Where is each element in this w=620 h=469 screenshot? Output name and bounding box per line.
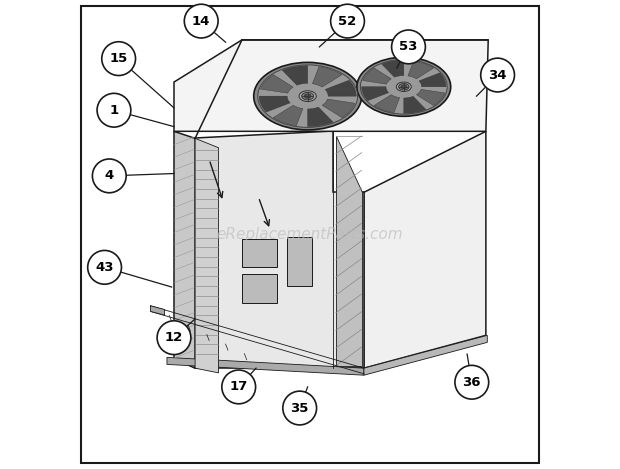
Ellipse shape: [299, 91, 316, 102]
Polygon shape: [273, 105, 303, 126]
Text: 43: 43: [95, 261, 114, 274]
Circle shape: [480, 58, 515, 92]
Polygon shape: [312, 67, 342, 87]
Polygon shape: [417, 90, 445, 106]
Text: eReplacementParts.com: eReplacementParts.com: [216, 227, 404, 242]
Polygon shape: [408, 61, 433, 79]
Polygon shape: [195, 138, 218, 373]
Ellipse shape: [396, 82, 411, 91]
Polygon shape: [374, 95, 400, 113]
Polygon shape: [174, 40, 488, 131]
Circle shape: [330, 4, 365, 38]
Text: 17: 17: [229, 380, 248, 393]
Ellipse shape: [304, 94, 311, 98]
Text: 12: 12: [165, 331, 183, 344]
Text: 53: 53: [399, 40, 418, 53]
Circle shape: [97, 93, 131, 127]
Circle shape: [392, 30, 425, 64]
Polygon shape: [308, 107, 333, 127]
Polygon shape: [282, 66, 308, 85]
Polygon shape: [382, 60, 404, 77]
Text: 36: 36: [463, 376, 481, 389]
Text: 14: 14: [192, 15, 210, 28]
Circle shape: [184, 4, 218, 38]
Polygon shape: [364, 131, 486, 368]
Bar: [286, 237, 312, 286]
Polygon shape: [260, 75, 293, 93]
Polygon shape: [363, 68, 391, 84]
Polygon shape: [174, 131, 195, 368]
Text: 35: 35: [291, 401, 309, 415]
Circle shape: [455, 365, 489, 399]
Bar: [242, 239, 277, 267]
Polygon shape: [195, 131, 364, 368]
Polygon shape: [336, 136, 361, 366]
Text: 34: 34: [489, 68, 507, 82]
Polygon shape: [322, 99, 355, 118]
Polygon shape: [364, 335, 487, 375]
Text: 52: 52: [339, 15, 356, 28]
Text: 4: 4: [105, 169, 114, 182]
Polygon shape: [325, 80, 356, 96]
Circle shape: [92, 159, 126, 193]
Bar: [242, 274, 277, 303]
Polygon shape: [404, 96, 426, 113]
Ellipse shape: [399, 83, 409, 90]
Ellipse shape: [302, 92, 314, 100]
Ellipse shape: [357, 57, 451, 116]
Polygon shape: [167, 357, 364, 375]
Circle shape: [157, 321, 191, 355]
Polygon shape: [151, 306, 164, 315]
Circle shape: [222, 370, 255, 404]
Text: 1: 1: [109, 104, 118, 117]
Circle shape: [87, 250, 122, 284]
Ellipse shape: [360, 60, 447, 114]
Polygon shape: [259, 96, 290, 112]
Circle shape: [102, 42, 136, 76]
Ellipse shape: [254, 62, 361, 130]
Polygon shape: [419, 73, 446, 87]
Ellipse shape: [258, 65, 358, 128]
Circle shape: [283, 391, 317, 425]
Polygon shape: [361, 87, 389, 101]
Text: 15: 15: [110, 52, 128, 65]
Ellipse shape: [401, 85, 407, 89]
